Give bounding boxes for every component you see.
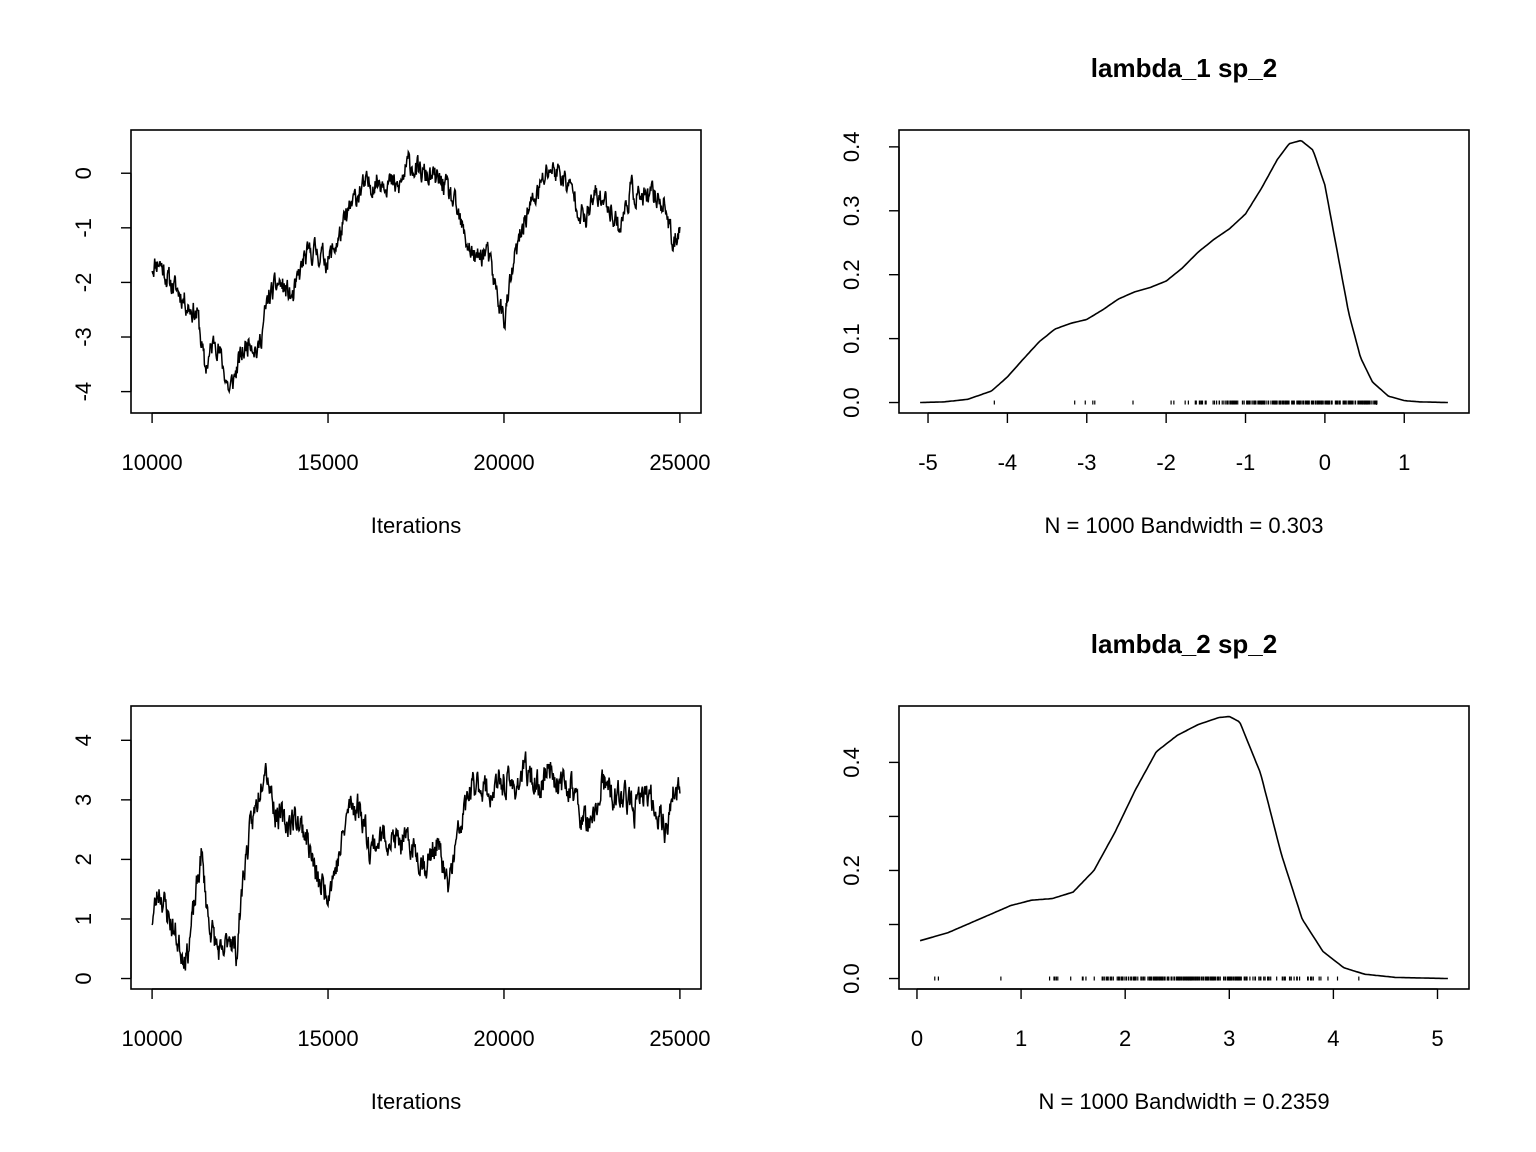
x-tick-label: -4 (998, 450, 1018, 475)
x-axis-title: Iterations (371, 513, 462, 538)
x-tick-label: -2 (1156, 450, 1176, 475)
x-axis-title: N = 1000 Bandwidth = 0.303 (1045, 513, 1324, 538)
rug (993, 400, 1378, 405)
x-axis: -5 -4 -3 -2 -1 0 1 (918, 412, 1410, 475)
x-tick-label: 10000 (121, 450, 182, 475)
x-tick-label: 15000 (297, 450, 358, 475)
y-tick-label: 4 (71, 734, 96, 746)
x-axis-title: Iterations (371, 1089, 462, 1114)
panel-4: 0 1 2 3 4 5 0.0 0.2 0.4 N = 1000 Bandwidth = 0.23… (839, 629, 1470, 1114)
y-tick-label: 0.4 (839, 132, 864, 163)
y-tick-label: -1 (71, 218, 96, 238)
y-axis: 0 1 2 3 4 (71, 734, 132, 985)
y-tick-label: -2 (71, 273, 96, 293)
x-tick-label: 5 (1431, 1026, 1443, 1051)
x-axis: 10000 15000 20000 25000 (121, 988, 711, 1051)
y-tick-label: 0 (71, 167, 96, 179)
x-axis: 10000 15000 20000 25000 (121, 412, 711, 475)
y-tick-label: 0.1 (839, 323, 864, 354)
y-tick-label: 0.3 (839, 195, 864, 226)
y-tick-label: 0.0 (839, 963, 864, 994)
x-tick-label: 2 (1119, 1026, 1131, 1051)
x-tick-label: -1 (1236, 450, 1256, 475)
x-tick-label: 1 (1398, 450, 1410, 475)
panel-3: 10000 15000 20000 25000 0 1 2 3 4 Iterations (71, 705, 711, 1114)
x-tick-label: 0 (911, 1026, 923, 1051)
y-tick-label: 3 (71, 794, 96, 806)
x-tick-label: 25000 (649, 450, 710, 475)
y-tick-label: 0.4 (839, 747, 864, 778)
x-tick-label: 4 (1327, 1026, 1339, 1051)
y-tick-label: 0 (71, 972, 96, 984)
density-curve (920, 139, 1448, 404)
trace-line (151, 751, 681, 971)
rug (934, 976, 1360, 981)
y-tick-label: -3 (71, 327, 96, 347)
y-tick-label: 0.2 (839, 855, 864, 886)
x-axis: 0 1 2 3 4 5 (911, 988, 1444, 1051)
x-tick-label: 0 (1319, 450, 1331, 475)
density-curve (919, 715, 1448, 980)
y-tick-label: 0.2 (839, 259, 864, 290)
x-tick-label: 20000 (473, 450, 534, 475)
panel-1: 10000 15000 20000 25000 -4 -3 -2 -1 0 Iterations (71, 129, 711, 538)
x-tick-label: -3 (1077, 450, 1097, 475)
panel-title: lambda_2 sp_2 (1091, 629, 1277, 659)
x-tick-label: 10000 (121, 1026, 182, 1051)
y-axis: -4 -3 -2 -1 0 (71, 167, 132, 402)
y-tick-label: 2 (71, 853, 96, 865)
trace-line (151, 149, 681, 395)
y-axis: 0.0 0.2 0.4 (839, 747, 900, 994)
x-tick-label: 1 (1015, 1026, 1027, 1051)
x-axis-title: N = 1000 Bandwidth = 0.2359 (1038, 1089, 1329, 1114)
x-tick-label: 25000 (649, 1026, 710, 1051)
y-axis: 0.0 0.1 0.2 0.3 0.4 (839, 132, 900, 418)
x-tick-label: 3 (1223, 1026, 1235, 1051)
panel-title: lambda_1 sp_2 (1091, 53, 1277, 83)
x-tick-label: 15000 (297, 1026, 358, 1051)
y-tick-label: 1 (71, 913, 96, 925)
y-tick-label: 0.0 (839, 387, 864, 418)
y-tick-label: -4 (71, 382, 96, 402)
x-tick-label: 20000 (473, 1026, 534, 1051)
x-tick-label: -5 (918, 450, 938, 475)
panel-2: -5 -4 -3 -2 -1 0 1 0.0 0.1 0.2 0.3 0.4 N = 1000 Band… (839, 53, 1470, 538)
